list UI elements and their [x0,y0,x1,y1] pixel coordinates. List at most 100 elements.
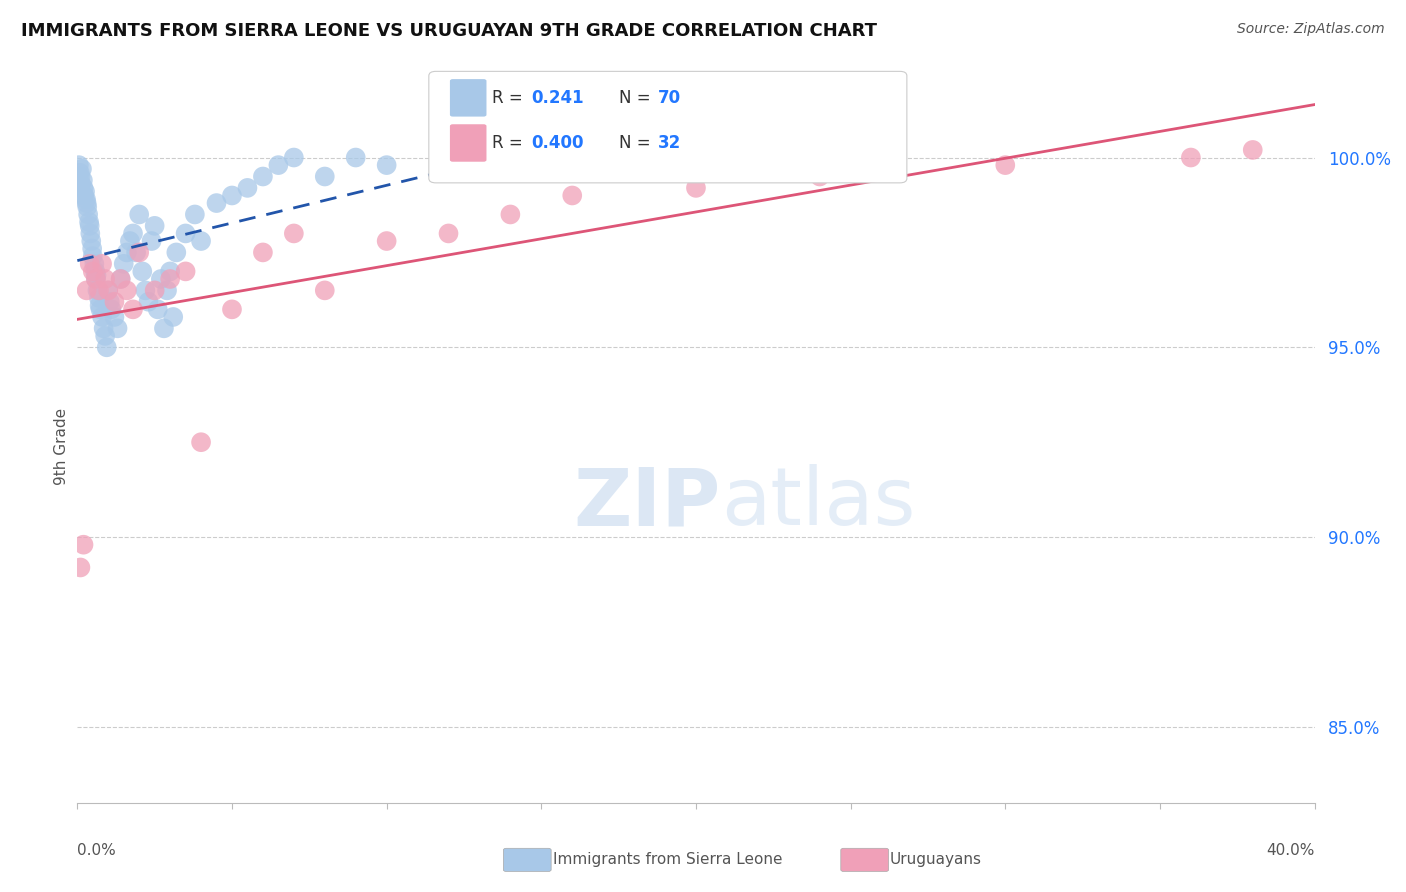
Point [146,302,169,317]
Point [375,158,398,172]
Point [118,234,141,248]
Point [91,257,114,271]
Point [97,284,120,298]
Point [67,158,90,172]
Point [97,284,120,298]
Point [79,257,101,271]
Point [70,177,93,191]
Point [76,196,98,211]
Point [252,169,274,184]
Text: 70: 70 [658,89,681,107]
Point [73,188,96,202]
Text: 0.0%: 0.0% [77,843,117,858]
Point [110,272,132,286]
Point [89,299,111,313]
Text: atlas: atlas [721,464,915,542]
Point [190,234,212,248]
Point [162,310,184,324]
Point [174,264,197,278]
Point [84,264,107,278]
Point [561,188,583,202]
Text: ZIP: ZIP [574,464,721,542]
Point [122,227,145,241]
Point [115,284,138,298]
Point [153,321,176,335]
Text: N =: N = [619,134,655,152]
Point [138,294,160,309]
Point [437,151,460,165]
Point [1241,143,1264,157]
Point [236,181,259,195]
Point [98,294,121,309]
Point [82,264,104,278]
Text: 32: 32 [658,134,682,152]
Point [69,166,91,180]
Text: IMMIGRANTS FROM SIERRA LEONE VS URUGUAYAN 9TH GRADE CORRELATION CHART: IMMIGRANTS FROM SIERRA LEONE VS URUGUAYA… [21,22,877,40]
Point [283,151,305,165]
Point [499,207,522,221]
Point [205,196,228,211]
Point [159,264,181,278]
Point [499,143,522,157]
Point [190,435,212,450]
Point [84,272,107,286]
Point [94,272,117,286]
Point [79,227,101,241]
Point [131,264,153,278]
Point [184,207,207,221]
Point [96,340,118,354]
Point [100,302,122,317]
Point [69,560,91,574]
Point [110,272,132,286]
Point [103,310,125,324]
Point [72,181,94,195]
Point [314,284,336,298]
Point [174,227,197,241]
Point [80,234,103,248]
Text: Source: ZipAtlas.com: Source: ZipAtlas.com [1237,22,1385,37]
Point [808,169,831,184]
Point [344,151,367,165]
Point [79,219,101,233]
Point [143,219,166,233]
Point [77,207,100,221]
Point [86,284,108,298]
Point [141,234,163,248]
Point [94,329,117,343]
Point [561,158,583,172]
Point [159,272,181,286]
Point [76,200,98,214]
Point [87,284,110,298]
Text: 0.400: 0.400 [531,134,583,152]
Point [76,284,98,298]
Point [1180,151,1202,165]
Point [93,321,115,335]
Point [72,173,94,187]
Point [87,291,110,305]
Point [112,257,135,271]
Point [72,538,94,552]
Point [82,242,104,256]
Point [156,284,179,298]
Text: R =: R = [492,134,529,152]
Point [83,257,105,271]
Y-axis label: 9th Grade: 9th Grade [53,408,69,484]
Point [84,272,107,286]
Point [115,245,138,260]
Text: Immigrants from Sierra Leone: Immigrants from Sierra Leone [553,853,782,867]
Point [283,227,305,241]
Point [437,227,460,241]
Point [70,161,93,176]
Point [75,192,97,206]
Point [77,215,100,229]
Point [314,169,336,184]
Point [91,310,114,324]
Point [128,207,150,221]
Point [82,249,104,263]
Point [221,302,243,317]
Point [375,234,398,248]
Point [103,294,125,309]
Text: N =: N = [619,89,655,107]
Text: 0.241: 0.241 [531,89,583,107]
Point [90,302,111,317]
